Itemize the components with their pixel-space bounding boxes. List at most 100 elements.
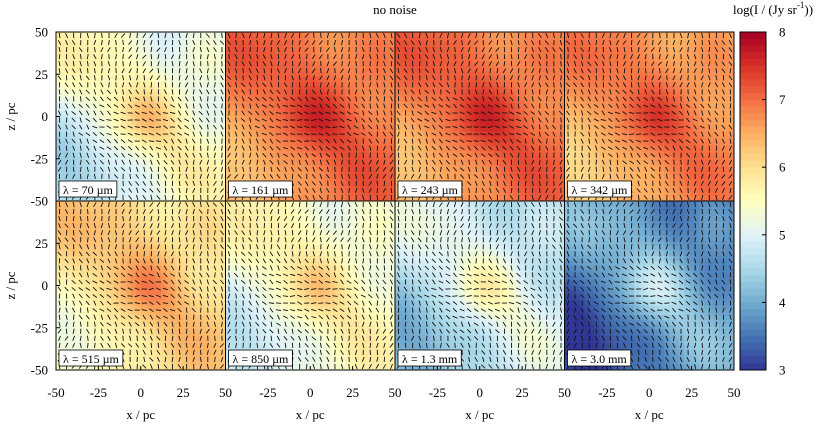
colorbar-step: [740, 180, 766, 188]
colorbar-step: [740, 187, 766, 195]
x-tick-label: 0: [646, 385, 653, 400]
axes: 50 25 0 -25 -50 z / pc 25 0 -25 -50 z / pc -50 -25 0 2…: [3, 25, 741, 423]
colorbar-step: [740, 234, 766, 243]
x-tick-label: 25: [346, 385, 359, 400]
panel-1: λ = 70 µm: [55, 31, 226, 202]
wavelength-label: λ = 850 µm: [233, 352, 290, 366]
colorbar-label-main: log(I / (Jy sr: [733, 2, 798, 17]
panel-map: [395, 32, 565, 201]
wavelength-label: λ = 1.3 mm: [402, 352, 458, 366]
panel-map: [56, 32, 226, 201]
colorbar-tick-label: 3: [779, 363, 786, 378]
colorbar-tick-label: 6: [779, 160, 786, 175]
polarization-vectors: [57, 32, 225, 201]
wavelength-label: λ = 515 µm: [63, 352, 120, 366]
panel-map: [225, 201, 395, 370]
colorbar-step: [740, 86, 766, 94]
x-tick-label: 50: [389, 385, 402, 400]
x-axis-label: x / pc: [296, 407, 325, 422]
panel-8: λ = 3.0 mm: [564, 200, 735, 371]
colorbar-step: [740, 106, 766, 114]
colorbar-tick-label: 7: [779, 92, 786, 107]
colorbar-step: [740, 126, 766, 134]
polarization-vectors: [226, 32, 394, 201]
colorbar-step: [740, 336, 766, 344]
panel-6: λ = 850 µm: [225, 200, 396, 371]
polarization-vectors: [226, 201, 394, 370]
colorbar-step: [740, 92, 766, 101]
y-tick-label: 25: [35, 67, 48, 82]
colorbar-step: [740, 255, 766, 263]
x-tick-label: 50: [728, 385, 741, 400]
x-tick-label: 50: [558, 385, 571, 400]
polarization-vectors: [396, 32, 563, 201]
colorbar-step: [740, 140, 766, 148]
colorbar-label: log(I / (Jy sr-1)): [733, 0, 813, 17]
colorbar-step: [740, 133, 766, 141]
wavelength-label: λ = 243 µm: [402, 183, 459, 197]
x-tick-label: 0: [138, 385, 145, 400]
wavelength-label-box: λ = 161 µm: [228, 180, 293, 198]
y-tick-label: 50: [35, 25, 48, 40]
x-tick-label: -25: [598, 385, 615, 400]
colorbar-step: [740, 282, 766, 290]
panel-map: [56, 201, 226, 370]
colorbar-step: [740, 342, 766, 351]
panel-map: [225, 32, 395, 201]
colorbar-step: [740, 160, 766, 168]
colorbar-step: [740, 72, 766, 80]
wavelength-label-bg: [397, 349, 462, 367]
polarization-vectors: [57, 201, 225, 370]
panel-grid: λ = 70 µm λ = 161 µm λ = 243 µm λ = 342 µm λ…: [55, 31, 735, 371]
colorbar-step: [740, 268, 766, 276]
x-tick-label: 0: [477, 385, 484, 400]
wavelength-label-box: λ = 850 µm: [228, 349, 293, 367]
x-tick-label: 50: [219, 385, 232, 400]
colorbar-step: [740, 153, 766, 161]
colorbar-step: [740, 295, 766, 303]
colorbar-step: [740, 315, 766, 324]
colorbar-step: [740, 113, 766, 121]
colorbar-step: [740, 248, 766, 256]
wavelength-label: λ = 3.0 mm: [572, 352, 628, 366]
colorbar-step: [740, 146, 766, 155]
colorbar-step: [740, 356, 766, 364]
polarization-vectors: [565, 32, 733, 201]
colorbar-step: [740, 329, 766, 337]
wavelength-label-bg: [58, 180, 118, 198]
panel-map: [564, 32, 734, 201]
colorbar-step: [740, 45, 766, 53]
x-axis-label: x / pc: [465, 407, 494, 422]
colorbar-step: [740, 241, 766, 249]
wavelength-label-box: λ = 1.3 mm: [397, 349, 462, 367]
colorbar-step: [740, 38, 766, 47]
figure-title: no noise: [373, 2, 417, 17]
colorbar-step: [740, 207, 766, 216]
colorbar-step: [740, 349, 766, 357]
wavelength-label-box: λ = 70 µm: [58, 180, 118, 198]
colorbar-step: [740, 275, 766, 283]
panel-map: [395, 201, 565, 370]
colorbar-step: [740, 288, 766, 297]
x-tick-label: -25: [90, 385, 107, 400]
wavelength-label-bg: [228, 180, 293, 198]
colorbar-step: [740, 363, 766, 371]
wavelength-label-box: λ = 342 µm: [567, 180, 632, 198]
colorbar-step: [740, 119, 766, 128]
y-tick-label: -25: [31, 151, 48, 166]
x-tick-label: -25: [429, 385, 446, 400]
y-tick-label: 0: [42, 278, 49, 293]
x-tick-label: -50: [47, 385, 64, 400]
colorbar-step: [740, 201, 766, 209]
wavelength-label: λ = 342 µm: [572, 183, 629, 197]
y-axis-label: z / pc: [3, 102, 18, 130]
colorbar-step: [740, 173, 766, 182]
wavelength-label-box: λ = 515 µm: [58, 349, 124, 367]
y-tick-label: -50: [31, 194, 48, 209]
wavelength-label-bg: [228, 349, 293, 367]
x-tick-label: 25: [177, 385, 190, 400]
colorbar-step: [740, 52, 766, 60]
wavelength-label: λ = 70 µm: [63, 183, 114, 197]
x-tick-label: 0: [307, 385, 314, 400]
